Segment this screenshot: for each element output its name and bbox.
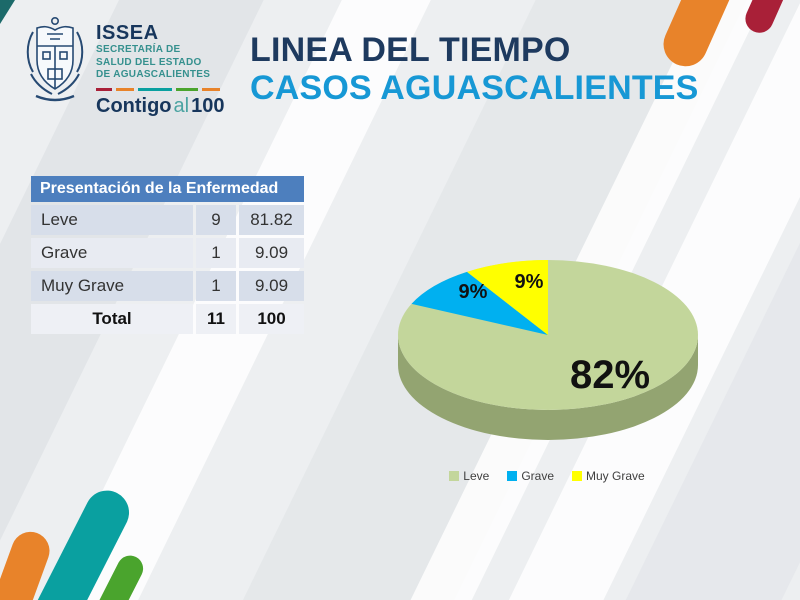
legend-item-leve: Leve bbox=[449, 469, 489, 483]
presentation-table: Presentación de la Enfermedad Leve 9 81.… bbox=[31, 176, 304, 334]
table-row-leve-label: Leve bbox=[31, 205, 193, 235]
pie-label-muy-grave: 9% bbox=[515, 271, 544, 293]
table-row-muy-grave-count: 1 bbox=[196, 271, 236, 301]
pie-label-leve: 82% bbox=[570, 353, 650, 397]
legend-label-muy-grave: Muy Grave bbox=[586, 469, 645, 483]
logo-org-line-1: SECRETARÍA DE bbox=[96, 44, 181, 55]
pie-chart-svg: 82% 9% 9% bbox=[398, 260, 698, 440]
logo-multicolor-divider bbox=[96, 87, 224, 91]
tagline-word-al: al bbox=[173, 94, 190, 117]
legend-label-grave: Grave bbox=[521, 469, 555, 483]
table-row-grave-percent: 9.09 bbox=[239, 238, 304, 268]
chart-legend: Leve Grave Muy Grave bbox=[372, 469, 722, 483]
table-row-leve-percent: 81.82 bbox=[239, 205, 304, 235]
table-title: Presentación de la Enfermedad bbox=[31, 176, 304, 202]
legend-item-grave: Grave bbox=[507, 469, 554, 483]
tagline-word-contigo: Contigo bbox=[96, 94, 172, 117]
logo-tagline: Contigo al 100 bbox=[96, 95, 236, 117]
table-row-leve-count: 9 bbox=[196, 205, 236, 235]
table-row-grave-label: Grave bbox=[31, 238, 193, 268]
issea-logo-block: ISSEA SECRETARÍA DE SALUD DEL ESTADO DE … bbox=[22, 14, 236, 117]
logo-org-line-2: SALUD DEL ESTADO bbox=[96, 56, 202, 68]
legend-swatch-grave-icon bbox=[507, 471, 518, 481]
legend-item-muy-grave: Muy Grave bbox=[572, 469, 645, 483]
page-title-line-2: CASOS AGUASCALIENTES bbox=[250, 69, 699, 107]
pie-slice-muy-grave bbox=[467, 260, 548, 335]
pie-depth-wall bbox=[398, 335, 698, 440]
table-total-percent: 100 bbox=[239, 304, 304, 334]
crimson-stripe-top-right bbox=[740, 0, 800, 38]
tagline-word-100: 100 bbox=[191, 94, 225, 117]
logo-org-line-3: DE AGUASCALIENTES bbox=[96, 69, 211, 80]
pie-slice-grave bbox=[411, 271, 548, 335]
table-row-grave-count: 1 bbox=[196, 238, 236, 268]
logo-acronym: ISSEA bbox=[96, 22, 159, 44]
legend-swatch-leve-icon bbox=[449, 471, 460, 481]
page-title-line-1: LINEA DEL TIEMPO bbox=[250, 31, 571, 69]
table-row-muy-grave-percent: 9.09 bbox=[239, 271, 304, 301]
legend-swatch-muy-grave-icon bbox=[572, 471, 583, 481]
pie-label-grave: 9% bbox=[459, 281, 488, 303]
page-title: LINEA DEL TIEMPO CASOS AGUASCALIENTES bbox=[250, 31, 699, 107]
corner-triangle-decoration bbox=[0, 0, 15, 24]
table-row-muy-grave-label: Muy Grave bbox=[31, 271, 193, 301]
legend-label-leve: Leve bbox=[463, 469, 490, 483]
table-total-count: 11 bbox=[196, 304, 236, 334]
table-total-label: Total bbox=[31, 304, 193, 334]
pie-chart: 82% 9% 9% Leve Grave Muy Grave bbox=[372, 236, 722, 483]
issea-crest-icon bbox=[26, 16, 84, 102]
